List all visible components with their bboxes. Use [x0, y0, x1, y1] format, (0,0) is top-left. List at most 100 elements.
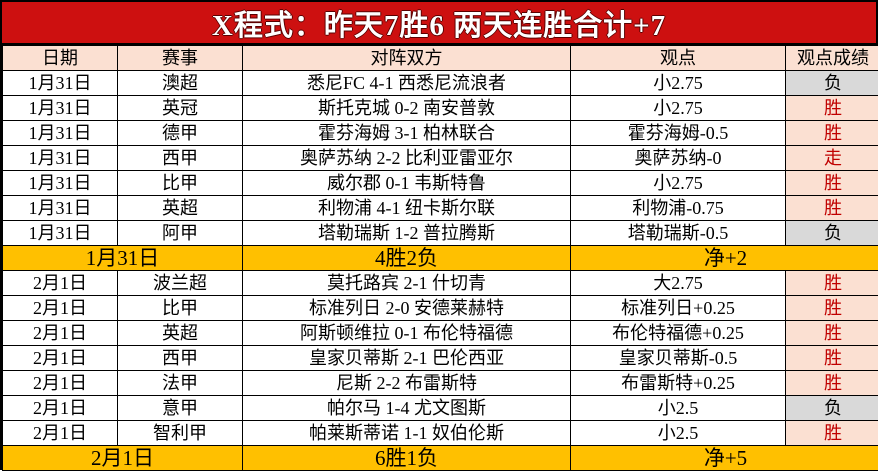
view-cell: 小2.5 [571, 421, 786, 446]
result-cell: 负 [786, 71, 878, 96]
summary-row: 2月1日 6胜1负 净+5 [3, 446, 878, 471]
view-cell: 布伦特福德+0.25 [571, 321, 786, 346]
match-cell: 阿斯顿维拉 0-1 布伦特福德 [243, 321, 571, 346]
view-cell: 小2.75 [571, 96, 786, 121]
match-cell: 尼斯 2-2 布雷斯特 [243, 371, 571, 396]
league-cell: 英超 [118, 321, 243, 346]
date-cell: 2月1日 [3, 346, 118, 371]
banner-title: X程式：昨天7胜6 两天连胜合计+7 [2, 2, 876, 45]
result-cell: 胜 [786, 371, 878, 396]
summary-net-cell: 净+5 [571, 446, 878, 471]
match-cell: 莫托路宾 2-1 什切青 [243, 271, 571, 296]
result-cell: 胜 [786, 321, 878, 346]
league-cell: 法甲 [118, 371, 243, 396]
summary-date-cell: 1月31日 [3, 246, 243, 271]
view-cell: 奥萨苏纳-0 [571, 146, 786, 171]
match-cell: 帕莱斯蒂诺 1-1 奴伯伦斯 [243, 421, 571, 446]
match-cell: 帕尔马 1-4 尤文图斯 [243, 396, 571, 421]
result-cell: 胜 [786, 196, 878, 221]
table-row: 1月31日 英超 利物浦 4-1 纽卡斯尔联 利物浦-0.75 胜 [3, 196, 878, 221]
date-cell: 1月31日 [3, 171, 118, 196]
league-cell: 智利甲 [118, 421, 243, 446]
league-cell: 意甲 [118, 396, 243, 421]
league-cell: 波兰超 [118, 271, 243, 296]
table-row: 2月1日 法甲 尼斯 2-2 布雷斯特 布雷斯特+0.25 胜 [3, 371, 878, 396]
table-row: 2月1日 英超 阿斯顿维拉 0-1 布伦特福德 布伦特福德+0.25 胜 [3, 321, 878, 346]
date-cell: 2月1日 [3, 271, 118, 296]
view-cell: 利物浦-0.75 [571, 196, 786, 221]
summary-record-cell: 6胜1负 [243, 446, 571, 471]
column-header-match: 对阵双方 [243, 46, 571, 71]
header-row: 日期 赛事 对阵双方 观点 观点成绩 [3, 46, 878, 71]
date-cell: 1月31日 [3, 146, 118, 171]
table-row: 1月31日 英冠 斯托克城 0-2 南安普敦 小2.75 胜 [3, 96, 878, 121]
result-cell: 胜 [786, 171, 878, 196]
table-row: 1月31日 澳超 悉尼FC 4-1 西悉尼流浪者 小2.75 负 [3, 71, 878, 96]
results-table: 日期 赛事 对阵双方 观点 观点成绩 1月31日 澳超 悉尼FC 4-1 西悉尼… [2, 45, 878, 471]
league-cell: 英冠 [118, 96, 243, 121]
league-cell: 西甲 [118, 146, 243, 171]
result-cell: 负 [786, 396, 878, 421]
view-cell: 大2.75 [571, 271, 786, 296]
table-row: 1月31日 阿甲 塔勒瑞斯 1-2 普拉腾斯 塔勒瑞斯-0.5 负 [3, 221, 878, 246]
league-cell: 英超 [118, 196, 243, 221]
view-cell: 小2.5 [571, 396, 786, 421]
table-row: 2月1日 波兰超 莫托路宾 2-1 什切青 大2.75 胜 [3, 271, 878, 296]
result-cell: 走 [786, 146, 878, 171]
match-cell: 标准列日 2-0 安德莱赫特 [243, 296, 571, 321]
date-cell: 1月31日 [3, 71, 118, 96]
view-cell: 布雷斯特+0.25 [571, 371, 786, 396]
match-cell: 利物浦 4-1 纽卡斯尔联 [243, 196, 571, 221]
match-cell: 奥萨苏纳 2-2 比利亚雷亚尔 [243, 146, 571, 171]
column-header-view: 观点 [571, 46, 786, 71]
league-cell: 西甲 [118, 346, 243, 371]
table-row: 2月1日 比甲 标准列日 2-0 安德莱赫特 标准列日+0.25 胜 [3, 296, 878, 321]
view-cell: 小2.75 [571, 71, 786, 96]
result-cell: 胜 [786, 296, 878, 321]
date-cell: 2月1日 [3, 396, 118, 421]
summary-record-cell: 4胜2负 [243, 246, 571, 271]
view-cell: 标准列日+0.25 [571, 296, 786, 321]
match-cell: 塔勒瑞斯 1-2 普拉腾斯 [243, 221, 571, 246]
table-row: 1月31日 西甲 奥萨苏纳 2-2 比利亚雷亚尔 奥萨苏纳-0 走 [3, 146, 878, 171]
result-cell: 胜 [786, 271, 878, 296]
view-cell: 霍芬海姆-0.5 [571, 121, 786, 146]
table-row: 2月1日 智利甲 帕莱斯蒂诺 1-1 奴伯伦斯 小2.5 胜 [3, 421, 878, 446]
date-cell: 2月1日 [3, 421, 118, 446]
date-cell: 2月1日 [3, 296, 118, 321]
match-cell: 皇家贝蒂斯 2-1 巴伦西亚 [243, 346, 571, 371]
summary-net-cell: 净+2 [571, 246, 878, 271]
date-cell: 2月1日 [3, 321, 118, 346]
date-cell: 1月31日 [3, 196, 118, 221]
result-cell: 胜 [786, 421, 878, 446]
view-cell: 皇家贝蒂斯-0.5 [571, 346, 786, 371]
result-cell: 胜 [786, 346, 878, 371]
table-row: 2月1日 意甲 帕尔马 1-4 尤文图斯 小2.5 负 [3, 396, 878, 421]
match-cell: 悉尼FC 4-1 西悉尼流浪者 [243, 71, 571, 96]
table-row: 2月1日 西甲 皇家贝蒂斯 2-1 巴伦西亚 皇家贝蒂斯-0.5 胜 [3, 346, 878, 371]
league-cell: 阿甲 [118, 221, 243, 246]
match-cell: 霍芬海姆 3-1 柏林联合 [243, 121, 571, 146]
summary-row: 1月31日 4胜2负 净+2 [3, 246, 878, 271]
league-cell: 德甲 [118, 121, 243, 146]
result-cell: 胜 [786, 121, 878, 146]
summary-date-cell: 2月1日 [3, 446, 243, 471]
match-cell: 斯托克城 0-2 南安普敦 [243, 96, 571, 121]
result-cell: 胜 [786, 96, 878, 121]
league-cell: 比甲 [118, 171, 243, 196]
date-cell: 1月31日 [3, 96, 118, 121]
date-cell: 2月1日 [3, 371, 118, 396]
view-cell: 小2.75 [571, 171, 786, 196]
table-row: 1月31日 德甲 霍芬海姆 3-1 柏林联合 霍芬海姆-0.5 胜 [3, 121, 878, 146]
table-row: 1月31日 比甲 威尔郡 0-1 韦斯特鲁 小2.75 胜 [3, 171, 878, 196]
column-header-league: 赛事 [118, 46, 243, 71]
match-cell: 威尔郡 0-1 韦斯特鲁 [243, 171, 571, 196]
date-cell: 1月31日 [3, 221, 118, 246]
league-cell: 比甲 [118, 296, 243, 321]
column-header-result: 观点成绩 [786, 46, 878, 71]
view-cell: 塔勒瑞斯-0.5 [571, 221, 786, 246]
date-cell: 1月31日 [3, 121, 118, 146]
column-header-date: 日期 [3, 46, 118, 71]
league-cell: 澳超 [118, 71, 243, 96]
